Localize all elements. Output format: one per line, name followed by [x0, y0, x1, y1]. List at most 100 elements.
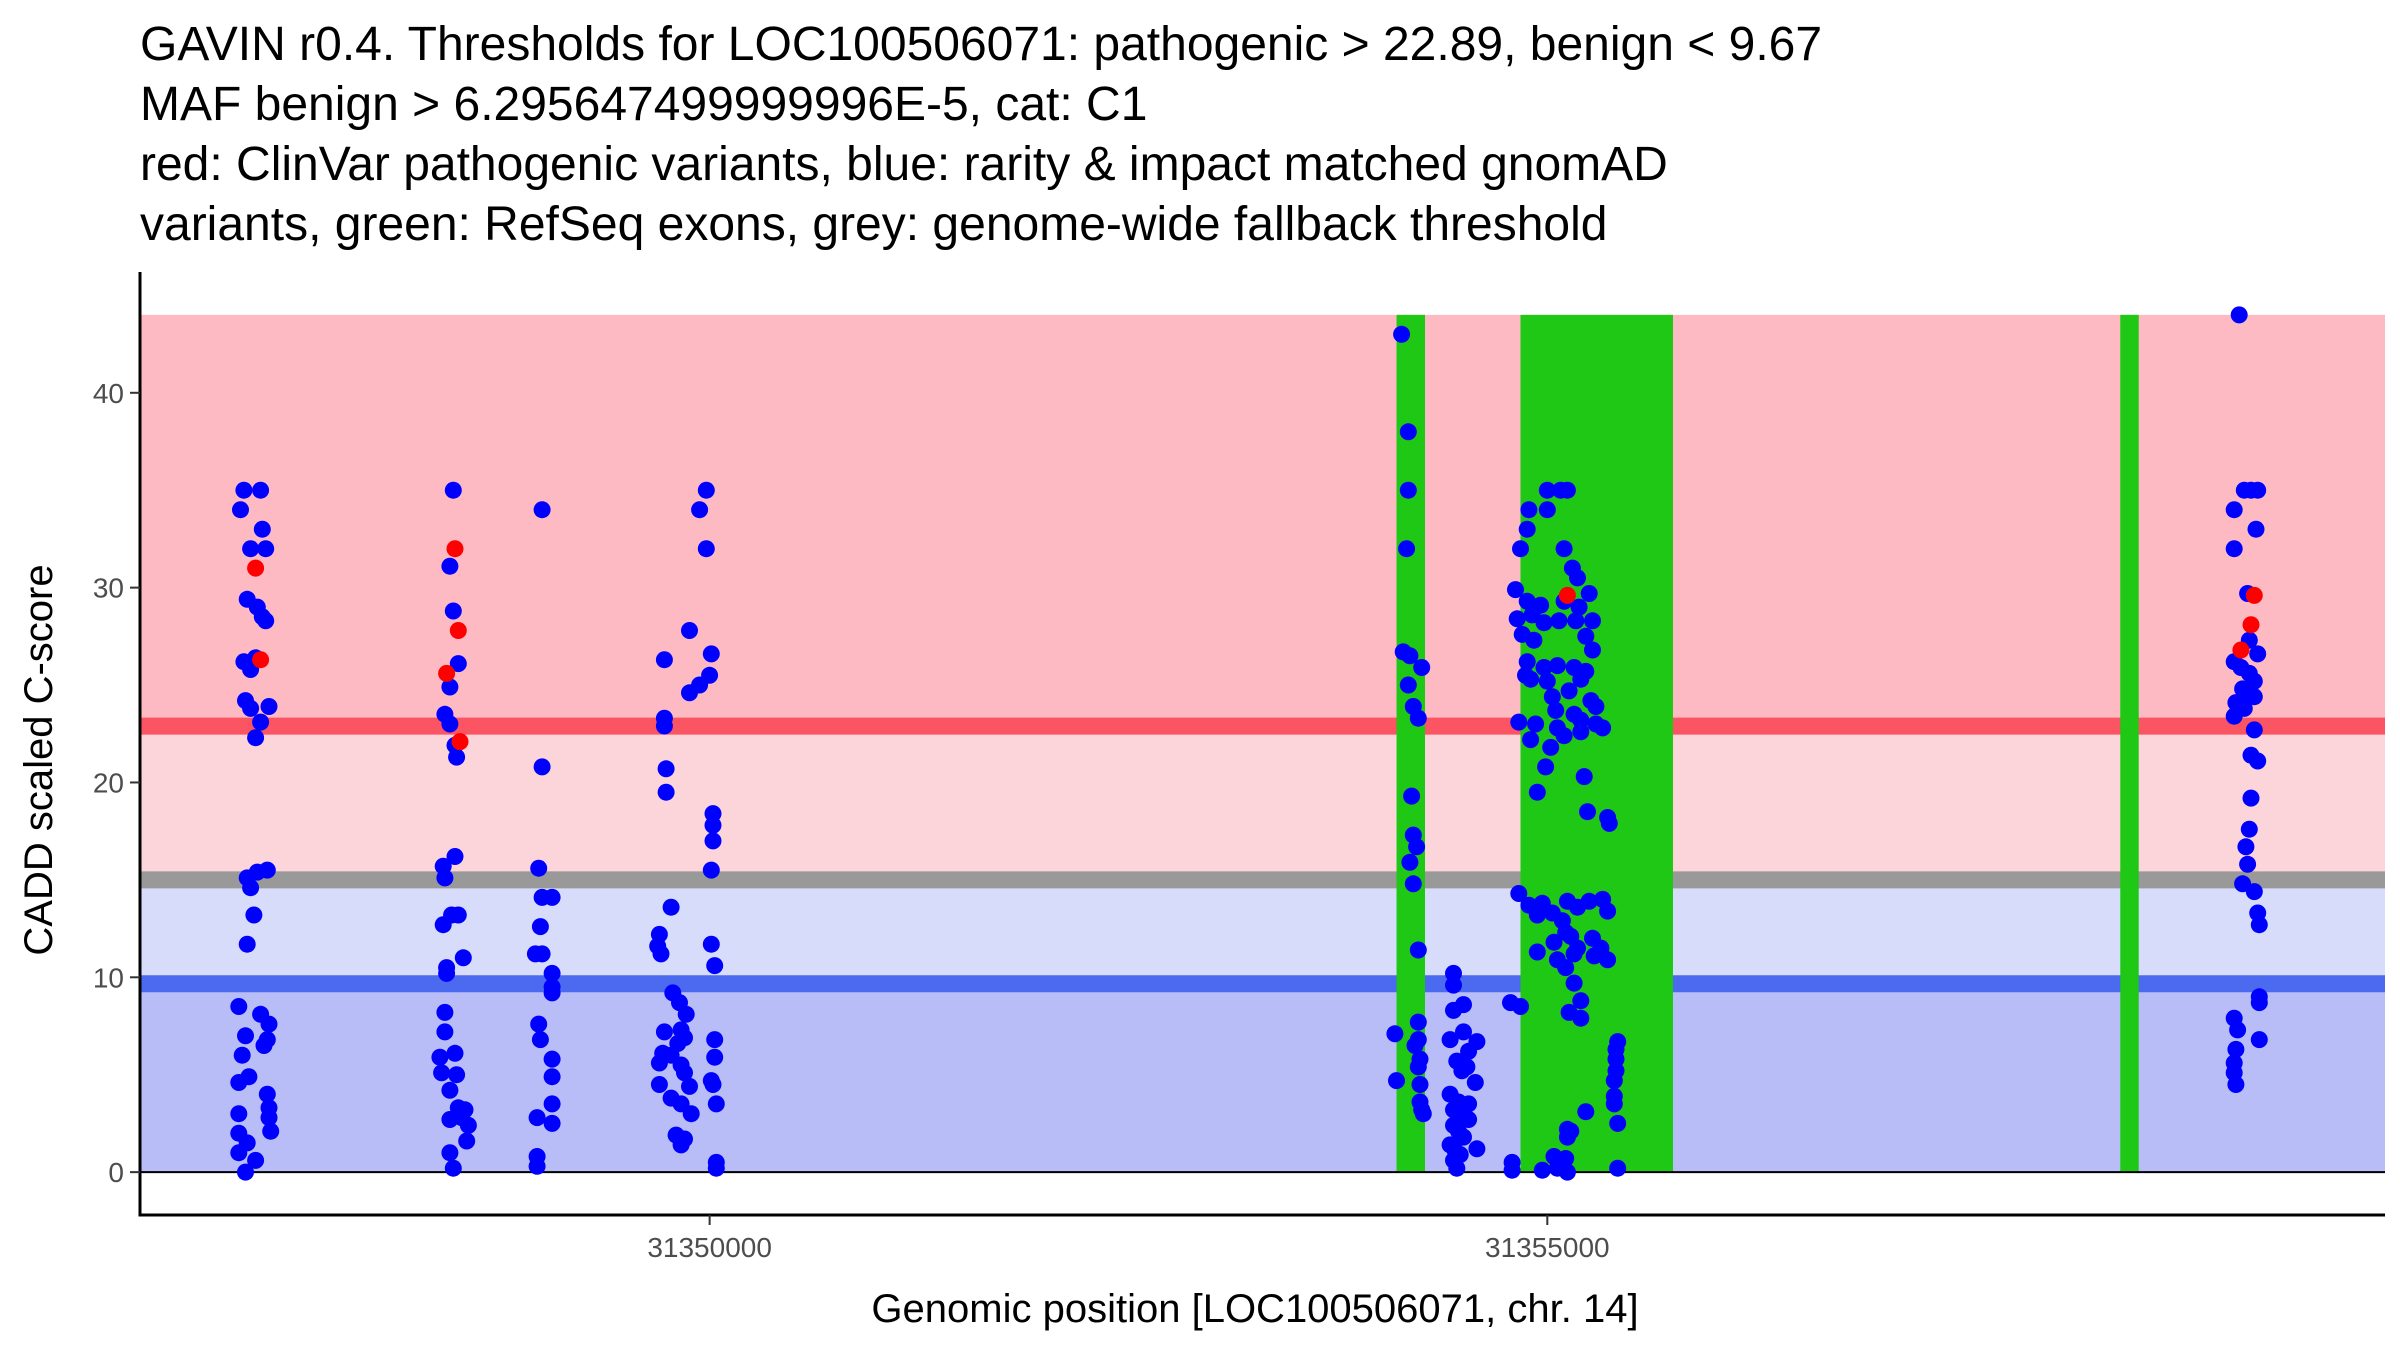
- gnomad-variant-point: [697, 481, 715, 499]
- gnomad-variant-point: [230, 1144, 248, 1162]
- gnomad-variant-point: [2249, 752, 2267, 770]
- gnomad-variant-point: [242, 879, 260, 897]
- gnomad-variant-point: [233, 1046, 251, 1064]
- gnomad-variant-point: [1609, 1159, 1627, 1177]
- gnomad-variant-point: [702, 861, 720, 879]
- pathogenic-variant-point: [247, 559, 265, 577]
- gnomad-variant-point: [257, 540, 275, 558]
- gnomad-variant-point: [682, 1105, 700, 1123]
- gnomad-variant-point: [2245, 721, 2263, 739]
- gnomad-variant-point: [1594, 719, 1612, 737]
- gnomad-variant-point: [449, 655, 467, 673]
- gnomad-variant-point: [237, 1027, 254, 1045]
- gnomad-variant-point: [448, 748, 466, 766]
- gnomad-variant-point: [1560, 682, 1578, 700]
- gnomad-variant-point: [655, 717, 673, 735]
- gnomad-variant-point: [691, 501, 709, 519]
- gnomad-variant-point: [531, 918, 549, 936]
- gnomad-variant-point: [533, 501, 551, 519]
- x-axis-ticks: 31350000 31355000: [647, 1215, 1610, 1263]
- gnomad-variant-point: [1565, 945, 1583, 963]
- gnomad-variant-point: [448, 1066, 466, 1084]
- gnomad-variant-point: [2245, 883, 2263, 901]
- axes: 31350000 31355000 0 10 20 30 40: [93, 272, 2385, 1263]
- pathogenic-variant-point: [438, 664, 456, 682]
- y-tick-label: 20: [93, 767, 124, 798]
- gnomad-variant-point: [662, 898, 680, 916]
- gnomad-variant-point: [1528, 783, 1546, 801]
- gnomad-variant-point: [260, 1109, 278, 1127]
- gnomad-variant-point: [1520, 501, 1538, 519]
- gnomad-variant-point: [543, 984, 561, 1002]
- gnomad-variant-point: [1406, 1037, 1424, 1054]
- gnomad-variant-point: [1538, 672, 1556, 690]
- gnomad-variant-point: [458, 1132, 476, 1150]
- y-tick-label: 0: [108, 1157, 124, 1188]
- gnomad-variant-point: [1538, 501, 1556, 519]
- uncertain-zone-band: [140, 726, 2385, 880]
- gnomad-variant-point: [1543, 688, 1561, 706]
- gnomad-variant-point: [1445, 964, 1462, 982]
- gnomad-variant-point: [1572, 992, 1590, 1010]
- gnomad-variant-point: [1528, 906, 1546, 924]
- gnomad-variant-point: [1572, 670, 1590, 688]
- gnomad-variant-point: [2229, 1021, 2247, 1039]
- gnomad-variant-point: [1558, 481, 1576, 499]
- gnomad-variant-point: [1558, 1163, 1576, 1181]
- gnomad-variant-point: [650, 1054, 668, 1072]
- gnomad-variant-point: [242, 699, 260, 717]
- gnomad-variant-point: [1579, 803, 1596, 821]
- gnomad-variant-point: [444, 1159, 462, 1177]
- pathogenic-variant-point: [2242, 616, 2260, 634]
- gnomad-variant-point: [1409, 941, 1427, 959]
- gnomad-variant-point: [528, 1109, 546, 1127]
- gnomad-variant-point: [1401, 647, 1419, 665]
- gnomad-variant-point: [446, 1044, 464, 1062]
- gnomad-variant-point: [2247, 520, 2265, 538]
- gnomad-variant-point: [1535, 614, 1553, 632]
- gnomad-variant-point: [2250, 1031, 2268, 1049]
- gnomad-variant-point: [676, 1064, 693, 1082]
- title-line-2: MAF benign > 6.295647499999996E-5, cat: …: [140, 78, 1147, 131]
- x-axis-label: Genomic position [LOC100506071, chr. 14]: [871, 1287, 1638, 1331]
- bands-layer: [140, 314, 2385, 1173]
- gnomad-variant-point: [1533, 1161, 1551, 1179]
- gnomad-variant-point: [657, 760, 675, 778]
- gnomad-variant-point: [681, 1077, 698, 1095]
- gnomad-variant-point: [1399, 423, 1417, 441]
- gnomad-variant-point: [1548, 657, 1566, 675]
- gnomad-variant-point: [444, 481, 462, 499]
- gnomad-variant-point: [1401, 853, 1419, 871]
- gnomad-variant-point: [446, 848, 464, 865]
- gnomad-variant-point: [1535, 659, 1553, 676]
- gnomad-variant-point: [1569, 569, 1586, 587]
- gnomad-variant-point: [253, 520, 271, 538]
- gnomad-variant-point: [252, 713, 270, 731]
- gnomad-variant-point: [1587, 698, 1605, 715]
- gnomad-variant-point: [1508, 610, 1526, 628]
- y-axis-label: CADD scaled C-score: [17, 564, 61, 955]
- plot-panel: [140, 306, 2385, 1181]
- pathogenic-variant-point: [449, 622, 467, 639]
- gnomad-variant-point: [444, 602, 462, 620]
- gnomad-variant-point: [1607, 1050, 1625, 1068]
- gnomad-variant-point: [242, 540, 260, 558]
- gnomad-variant-point: [1537, 758, 1555, 776]
- gnomad-variant-point: [1388, 1072, 1405, 1090]
- pathogenic-variant-point: [451, 733, 469, 751]
- gnomad-variant-point: [2245, 688, 2263, 706]
- gnomad-variant-point: [1572, 723, 1590, 741]
- chart-title: GAVIN r0.4. Thresholds for LOC100506071:…: [140, 18, 1822, 251]
- gnomad-variant-point: [1445, 976, 1462, 994]
- y-axis-ticks: 0 10 20 30 40: [93, 378, 140, 1188]
- gnomad-variant-point: [2239, 855, 2257, 873]
- gnomad-variant-point: [543, 888, 561, 906]
- gnomad-variant-point: [1518, 653, 1536, 671]
- gnomad-variant-point: [1518, 592, 1536, 610]
- gnomad-variant-point: [431, 1048, 449, 1066]
- gnomad-variant-point: [2225, 540, 2243, 558]
- gnomad-variant-point: [650, 1076, 668, 1093]
- gnomad-variant-point: [2225, 501, 2243, 519]
- gnomad-variant-point: [1575, 768, 1593, 786]
